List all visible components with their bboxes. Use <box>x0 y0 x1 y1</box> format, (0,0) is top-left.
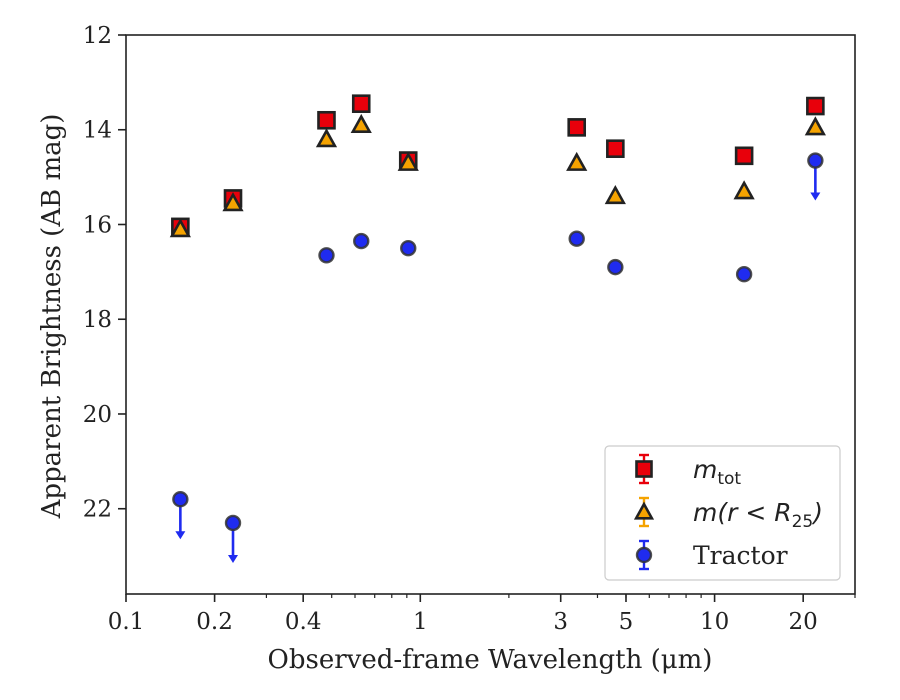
triangle-marker <box>604 184 626 205</box>
square-marker <box>606 139 625 158</box>
triangle-marker <box>733 180 755 200</box>
triangle-marker <box>804 116 826 136</box>
legend-entry: m(r < R25) <box>633 496 823 532</box>
triangle-marker <box>566 151 588 171</box>
circle-marker <box>353 232 370 250</box>
series-circle <box>172 152 824 563</box>
square-marker <box>567 118 587 137</box>
upper-limit-arrow-head <box>228 554 239 563</box>
circle-marker <box>318 247 335 264</box>
x-tick-label: 3 <box>553 609 568 635</box>
y-tick-label: 16 <box>83 212 112 238</box>
square-marker <box>806 96 825 116</box>
triangle-marker-legend <box>633 501 655 520</box>
legend-label: m(r < R25) <box>693 498 823 532</box>
upper-limit-arrow-head <box>175 531 186 540</box>
x-tick-label: 20 <box>789 609 818 635</box>
triangle-marker <box>222 192 244 212</box>
x-tick-label: 0.1 <box>108 609 145 635</box>
y-axis-label: Apparent Brightness (AB mag) <box>37 114 67 520</box>
x-tick-label: 1 <box>413 609 428 635</box>
square-marker <box>317 110 336 130</box>
square-marker-legend <box>635 460 653 478</box>
circle-marker <box>735 266 753 283</box>
y-tick-label: 14 <box>83 118 112 144</box>
circle-marker <box>224 514 242 532</box>
circle-marker <box>172 491 189 508</box>
y-tick-label: 18 <box>83 307 112 333</box>
triangle-marker <box>169 218 191 238</box>
y-tick-label: 12 <box>83 23 112 49</box>
x-tick-label: 5 <box>619 609 634 635</box>
tick-layer: 0.1 0.2 0.4 1 3 5 10 20 12 14 16 18 20 22 <box>83 23 856 635</box>
data-marks-layer <box>169 94 826 563</box>
triangle-marker <box>350 113 372 134</box>
legend-label: mtot <box>693 455 741 489</box>
x-tick-label: 10 <box>700 609 729 635</box>
square-marker <box>351 94 371 113</box>
legend-entry: Tractor <box>635 539 788 571</box>
y-tick-label: 20 <box>83 402 112 428</box>
upper-limit-arrow-head <box>810 192 821 201</box>
triangle-marker <box>315 128 338 148</box>
legend-entry: mtot <box>635 453 741 489</box>
legend-label: Tractor <box>693 541 788 570</box>
x-axis-label: Observed-frame Wavelength (μm) <box>268 645 713 675</box>
legend: mtot m(r < R25) Tractor <box>604 445 841 581</box>
circle-marker <box>807 152 824 169</box>
circle-marker-legend <box>635 546 653 564</box>
series-triangle <box>169 113 826 238</box>
triangle-marker <box>397 151 419 171</box>
circle-marker <box>607 258 624 276</box>
circle-marker <box>400 239 417 257</box>
legend-frame <box>604 445 841 581</box>
circle-marker <box>568 230 585 247</box>
x-tick-label: 0.2 <box>196 609 233 635</box>
plot-frame <box>125 34 856 595</box>
x-tick-label: 0.4 <box>285 609 322 635</box>
square-marker <box>734 146 754 166</box>
y-tick-label: 22 <box>83 497 112 523</box>
